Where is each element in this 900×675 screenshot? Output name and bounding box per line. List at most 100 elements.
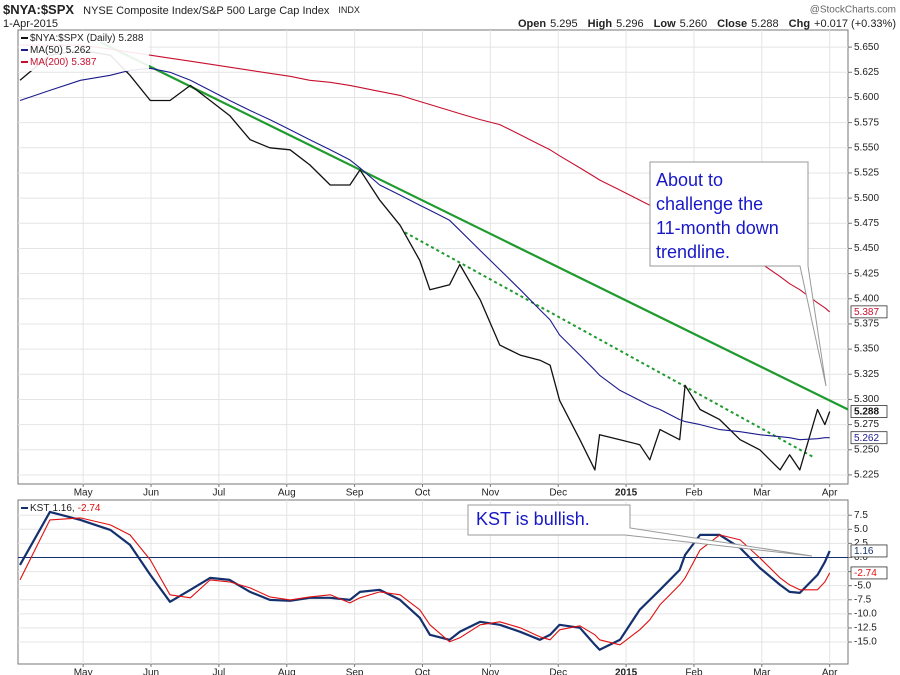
legend-name: MA(50) (30, 45, 63, 56)
annotation-text: About to (656, 170, 723, 190)
series-line (19, 517, 831, 646)
y-tick-label: 5.250 (854, 444, 879, 455)
plot-layer: 5.225 5.250 5.275 5.300 5.325 5.350 5.375 5.400… (17, 29, 888, 675)
x-tick-label: Aug (278, 668, 296, 675)
x-tick-label: Mar (753, 488, 771, 499)
quote-value: 5.260 (680, 18, 708, 30)
quote-label: Chg (789, 18, 810, 30)
y-tick-label: 5.400 (854, 293, 879, 304)
legend-value: 5.387 (71, 57, 96, 68)
y-tick-label: 5.450 (854, 243, 879, 254)
quote-value: 5.296 (616, 18, 644, 30)
y-tick-label: -15.0 (854, 637, 877, 648)
y-tick-label: 5.375 (854, 319, 879, 330)
legend-entry: MA(50) 5.262 (30, 45, 91, 56)
annotations: About to challenge the 11-month down tre… (467, 161, 827, 557)
y-tick-label: 5.225 (854, 470, 879, 481)
y-tick-label: 0.0 (854, 552, 868, 563)
legend-value: 5.262 (66, 45, 91, 56)
y-tick-label: 5.600 (854, 92, 879, 103)
quote-value: +0.017 (+0.33%) (814, 18, 896, 30)
x-tick-label: Jun (143, 488, 159, 499)
y-tick-label: 5.325 (854, 369, 879, 380)
quote-label: Close (717, 18, 747, 30)
legend-name: KST (30, 503, 49, 514)
y-tick-label: 5.350 (854, 344, 879, 355)
quote: Open 5.295 High 5.296 Low 5.260 Close 5.288 Chg +… (518, 18, 896, 30)
quote-value: 5.288 (751, 18, 779, 30)
last-value-box (850, 566, 888, 580)
annotation-text: KST is bullish. (476, 509, 590, 529)
annotation-text: challenge the (656, 194, 763, 214)
legend-entry: MA(200) 5.387 (30, 57, 97, 68)
last-value-label: 5.387 (854, 307, 879, 318)
legend-name: $NYA:$SPX (Daily) (30, 33, 115, 44)
y-tick-label: 5.550 (854, 142, 879, 153)
x-tick-label: 2015 (615, 488, 638, 499)
last-value-box (850, 431, 888, 445)
last-value-label: 1.16 (854, 546, 874, 557)
date: 1-Apr-2015 (3, 18, 58, 30)
x-tick-label: Nov (481, 668, 499, 675)
quote-label: Open (518, 18, 546, 30)
y-tick-label: 5.300 (854, 394, 879, 405)
legend-entry: $NYA:$SPX (Daily) 5.288 (30, 33, 144, 44)
header-title: $NYA:$SPX NYSE Composite Index/S&P 500 L… (3, 2, 360, 17)
series-line (19, 67, 830, 441)
y-tick-label: 5.275 (854, 419, 879, 430)
legend-value: -2.74 (78, 503, 101, 514)
trendline (99, 41, 848, 411)
callout-box (649, 161, 827, 387)
y-tick-label: -7.5 (854, 594, 872, 605)
annotation-text: 11-month down (656, 218, 779, 238)
callout-box (467, 504, 813, 557)
legend-value: 1.16 (52, 503, 72, 514)
y-tick-label: 2.5 (854, 538, 868, 549)
x-tick-label: Aug (278, 488, 296, 499)
quote-label: Low (654, 18, 676, 30)
last-value-box (850, 405, 888, 418)
last-value-box (850, 305, 888, 319)
x-tick-label: Sep (346, 488, 364, 499)
plot-area (17, 499, 849, 665)
series-line (19, 49, 831, 471)
y-tick-label: 5.650 (854, 42, 879, 53)
legend-value: 5.288 (118, 33, 143, 44)
y-tick-label: -5.0 (854, 580, 872, 591)
last-value-label: 5.262 (854, 433, 879, 444)
quote-value: 5.295 (550, 18, 578, 30)
x-tick-label: Dec (549, 488, 567, 499)
quote-label: High (588, 18, 613, 30)
x-tick-label: Apr (822, 488, 838, 499)
y-tick-label: 5.625 (854, 67, 879, 78)
legend-entry: KST 1.16, -2.74 (30, 503, 101, 514)
x-tick-label: Oct (415, 668, 431, 675)
x-tick-label: Apr (822, 668, 838, 675)
x-tick-label: Jun (143, 668, 159, 675)
y-tick-label: -10.0 (854, 608, 877, 619)
x-tick-label: Oct (415, 488, 431, 499)
x-tick-label: Feb (685, 668, 703, 675)
last-value-label: -2.74 (854, 568, 877, 579)
x-tick-label: Dec (549, 668, 567, 675)
x-tick-label: Feb (685, 488, 703, 499)
y-tick-label: 5.0 (854, 524, 868, 535)
x-tick-label: May (74, 488, 93, 499)
last-value-label: 5.288 (854, 407, 879, 418)
y-tick-label: 5.500 (854, 193, 879, 204)
x-tick-label: Sep (346, 668, 364, 675)
exchange: INDX (338, 5, 360, 15)
x-tick-label: Jul (212, 488, 225, 499)
legend-separator: , (72, 503, 75, 514)
y-tick-label: -12.5 (854, 623, 877, 634)
last-value-box (850, 544, 888, 558)
legend-name: MA(200) (30, 57, 68, 68)
x-tick-label: May (74, 668, 93, 675)
y-tick-label: 5.425 (854, 268, 879, 279)
index-name: NYSE Composite Index/S&P 500 Large Cap I… (83, 5, 330, 17)
symbol: $NYA:$SPX (3, 2, 74, 17)
y-tick-label: 7.5 (854, 510, 868, 521)
source: @StockCharts.com (810, 5, 896, 16)
y-tick-label: 5.525 (854, 168, 879, 179)
